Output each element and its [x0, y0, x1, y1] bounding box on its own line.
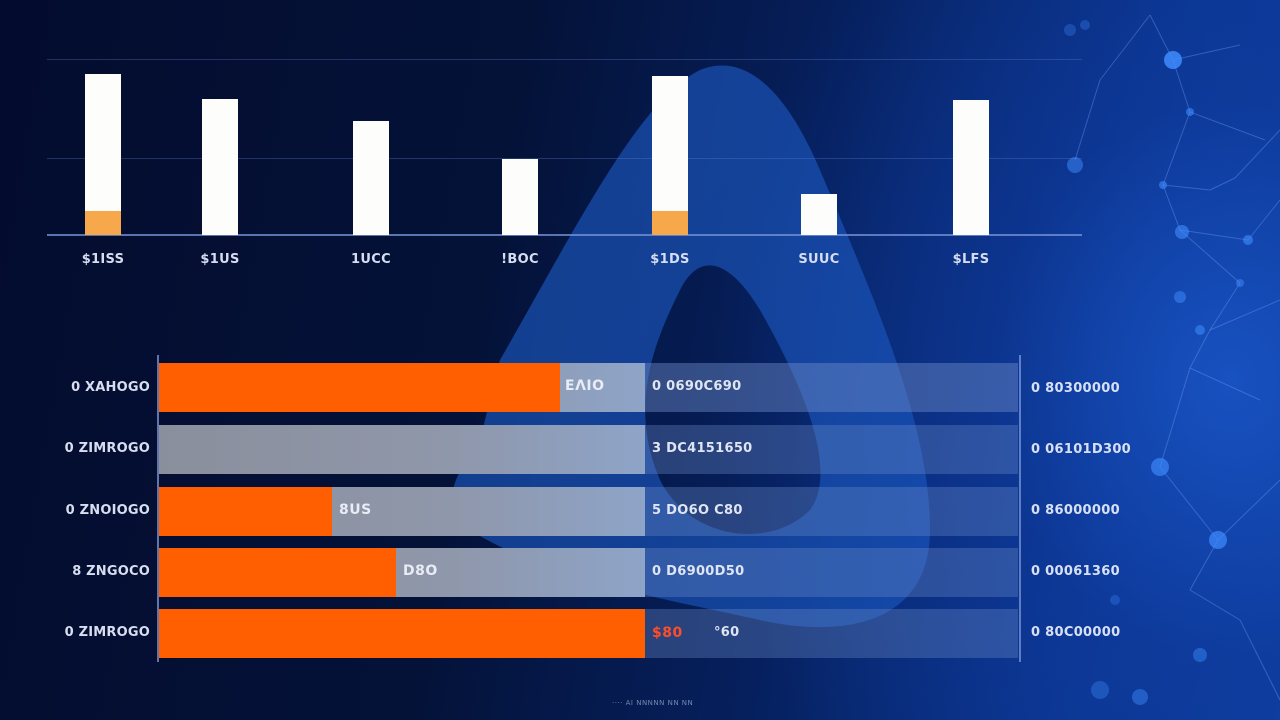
bar-mid-label: 3 DC4151650 — [652, 441, 753, 456]
footer-caption: ···· AI NNNNN NN NN — [612, 699, 694, 707]
bar-mid-label: 0 D6900D50 — [652, 564, 745, 579]
x-tick-label: 1UCC — [351, 252, 391, 267]
x-axis-baseline — [47, 234, 1082, 236]
right-axis-line — [1019, 355, 1021, 662]
bar-mid-label: 5 DO6O C80 — [652, 503, 743, 518]
row-label: 0 ZNOIOGO — [65, 503, 150, 518]
x-tick-label: !BOC — [501, 252, 539, 267]
hbar-row-5[interactable]: $80 °60 — [159, 609, 1018, 658]
bar-value-label: 8US — [339, 502, 372, 518]
x-tick-label: $1US — [200, 252, 240, 267]
right-value-label: 0 80300000 — [1031, 381, 1120, 396]
gridline-top — [47, 59, 1082, 60]
bar-primary-segment — [159, 548, 396, 597]
bar-mid-label: 0 0690C690 — [652, 379, 742, 394]
x-tick-label: $1DS — [650, 252, 690, 267]
bar-3[interactable] — [353, 121, 389, 235]
bar-value-label: D8O — [403, 563, 438, 579]
bar-2[interactable] — [202, 99, 238, 235]
x-tick-label: $1ISS — [81, 252, 125, 267]
hbar-row-2[interactable]: 3 DC4151650 — [159, 425, 1018, 474]
right-value-label: 0 80C00000 — [1031, 625, 1121, 640]
bar-1-highlight-segment — [85, 211, 121, 235]
bar-5-highlight-segment — [652, 211, 688, 235]
bar-secondary-segment — [159, 425, 645, 474]
right-value-label: 0 00061360 — [1031, 564, 1120, 579]
right-value-label: 0 06101D300 — [1031, 442, 1132, 457]
vertical-bar-chart: $1ISS $1US 1UCC !BOC $1DS SUUC $LFS — [0, 0, 1280, 300]
bar-primary-segment — [159, 363, 560, 412]
row-label: 8 ZNGOCO — [72, 564, 150, 579]
bar-5[interactable] — [652, 76, 688, 235]
hbar-row-3[interactable]: 8US 5 DO6O C80 — [159, 487, 1018, 536]
bar-6[interactable] — [801, 194, 837, 235]
bar-primary-segment — [159, 609, 645, 658]
x-tick-label: $LFS — [952, 252, 990, 267]
bar-mid-label: °60 — [714, 625, 740, 640]
gridline-mid — [47, 158, 1082, 159]
bar-7[interactable] — [953, 100, 989, 235]
bar-value-label: EΛIO — [565, 378, 605, 394]
x-tick-label: SUUC — [798, 252, 840, 267]
bar-value-label: $80 — [652, 625, 683, 641]
hbar-row-1[interactable]: EΛIO 0 0690C690 — [159, 363, 1018, 412]
bar-1[interactable] — [85, 74, 121, 235]
y-axis-line — [157, 355, 159, 662]
hbar-row-4[interactable]: D8O 0 D6900D50 — [159, 548, 1018, 597]
row-label: 0 ZIMROGO — [64, 625, 150, 640]
right-value-label: 0 86000000 — [1031, 503, 1120, 518]
bar-primary-segment — [159, 487, 332, 536]
bar-4[interactable] — [502, 159, 538, 235]
row-label: 0 XAHOGO — [71, 380, 150, 395]
row-label: 0 ZIMROGO — [64, 441, 150, 456]
